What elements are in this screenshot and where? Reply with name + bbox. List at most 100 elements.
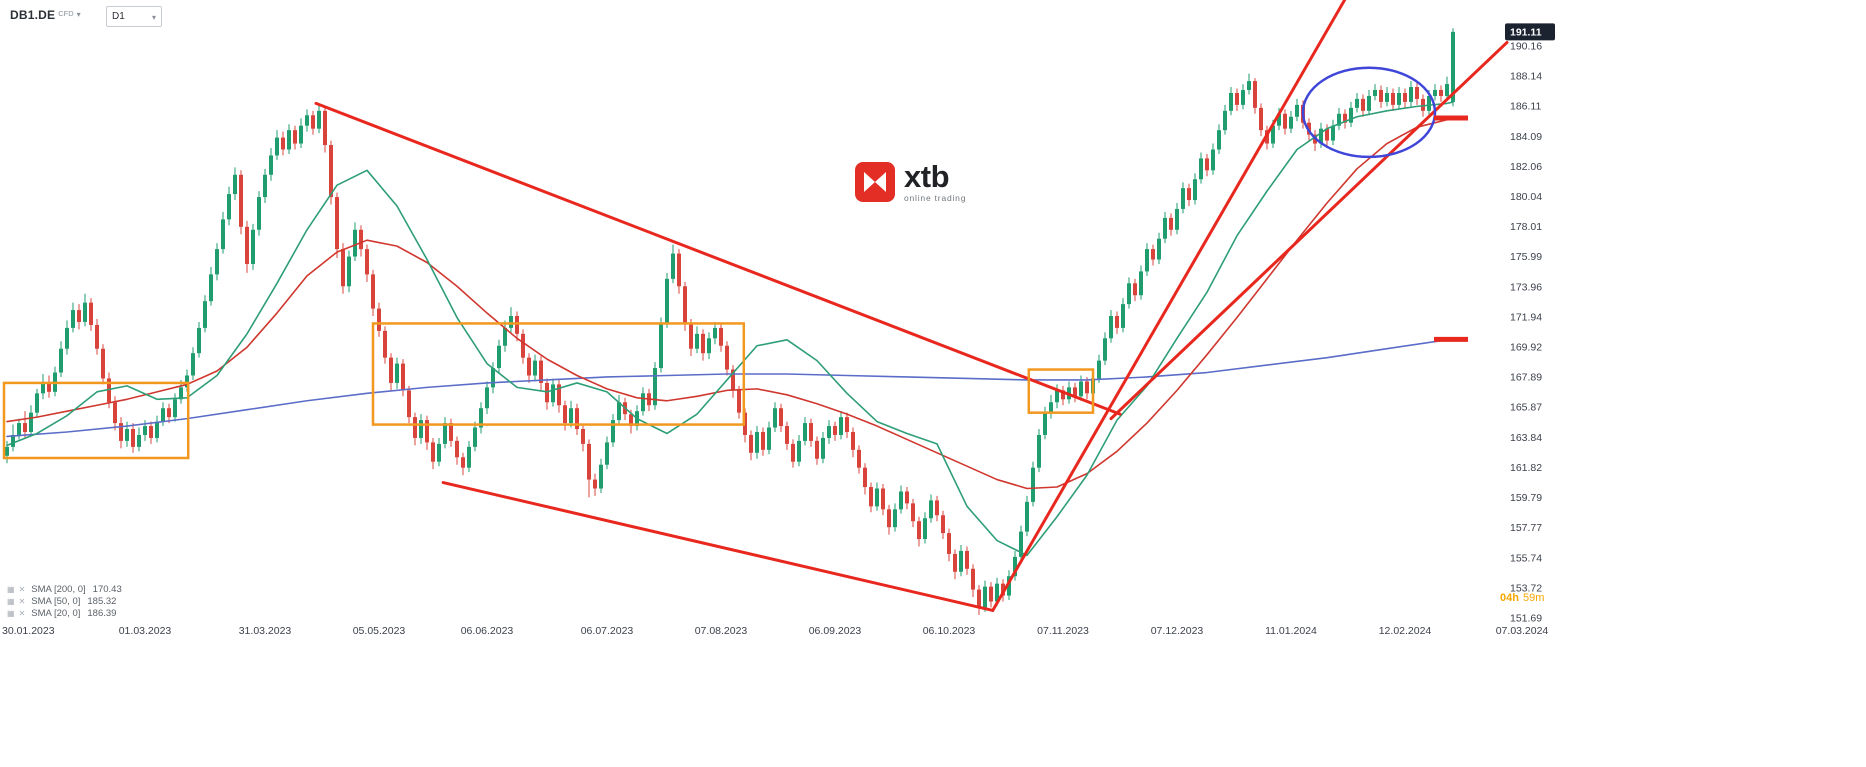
candle: [1073, 382, 1077, 403]
candle: [857, 445, 861, 474]
date-axis-label: 31.03.2023: [239, 625, 292, 637]
candle: [1409, 81, 1413, 107]
indicator-remove-icon[interactable]: ✕: [18, 584, 26, 594]
candle: [491, 362, 495, 394]
candle: [1181, 182, 1185, 214]
indicator-remove-icon[interactable]: ✕: [18, 608, 26, 618]
candle: [1163, 211, 1167, 244]
candle: [371, 269, 375, 317]
candle: [497, 339, 501, 375]
candle: [803, 417, 807, 446]
candle: [641, 387, 645, 416]
indicator-row-sma50: ▦ ✕ SMA [50, 0] 185.32: [7, 595, 122, 607]
candle: [407, 385, 411, 424]
candle: [479, 402, 483, 434]
candle: [917, 516, 921, 547]
candle: [515, 311, 519, 342]
candle: [203, 295, 207, 333]
candle: [929, 494, 933, 523]
candle: [935, 495, 939, 522]
candle: [809, 418, 813, 447]
price-axis-label: 163.84: [1510, 432, 1542, 444]
indicator-label: SMA [20, 0]: [31, 607, 81, 619]
candle: [653, 362, 657, 410]
candle: [1217, 124, 1221, 154]
candle: [257, 191, 261, 236]
candle: [23, 411, 27, 438]
date-axis-label: 07.08.2023: [695, 625, 748, 637]
candle: [593, 473, 597, 496]
indicator-row-sma20: ▦ ✕ SMA [20, 0] 186.39: [7, 607, 122, 619]
candle: [905, 487, 909, 510]
candle: [965, 546, 969, 575]
candle: [239, 170, 243, 235]
indicator-settings-icon[interactable]: ▦: [7, 608, 15, 618]
price-axis-label: 161.82: [1510, 462, 1542, 474]
timeframe-selector[interactable]: D1 ▾: [106, 6, 162, 27]
date-axis-label: 06.10.2023: [923, 625, 976, 637]
candle: [443, 417, 447, 449]
candle: [581, 424, 585, 452]
price-axis-label: 175.99: [1510, 251, 1542, 263]
brand-name: xtb: [904, 159, 950, 194]
candle: [1379, 85, 1383, 108]
candle: [83, 293, 87, 327]
candle: [1049, 394, 1053, 419]
indicator-settings-icon[interactable]: ▦: [7, 596, 15, 606]
candle: [359, 225, 363, 257]
candle: [1337, 107, 1341, 131]
candle: [983, 580, 987, 612]
candle: [1391, 88, 1395, 111]
highlight-box[interactable]: [1027, 368, 1095, 414]
candle: [467, 440, 471, 473]
candle: [53, 366, 57, 397]
indicator-value: 170.43: [92, 583, 122, 595]
trendline[interactable]: [1109, 40, 1509, 421]
candle: [551, 378, 555, 407]
trendline[interactable]: [314, 101, 1122, 416]
candle: [47, 375, 51, 398]
candle: [293, 125, 297, 150]
candle: [557, 379, 561, 413]
candle: [689, 318, 693, 357]
candle: [1127, 277, 1131, 309]
candle: [749, 430, 753, 461]
candle: [1103, 332, 1107, 366]
candle: [1247, 73, 1251, 95]
xtb-logo-icon: [855, 162, 895, 202]
candle: [731, 365, 735, 398]
consolidation-ellipse[interactable]: [1301, 66, 1437, 159]
highlight-box[interactable]: [2, 381, 190, 460]
candle: [1373, 84, 1377, 101]
candle: [575, 403, 579, 435]
candle: [449, 418, 453, 447]
time-axis[interactable]: [0, 622, 1560, 644]
highlight-box[interactable]: [371, 322, 746, 426]
candle: [1367, 90, 1371, 116]
price-axis-label: 180.04: [1510, 191, 1542, 203]
candle: [833, 421, 837, 441]
indicator-settings-icon[interactable]: ▦: [7, 584, 15, 594]
trendline[interactable]: [991, 0, 1347, 612]
candle: [485, 381, 489, 415]
countdown-hours: 04h: [1500, 592, 1519, 604]
candle: [755, 426, 759, 459]
candle: [383, 326, 387, 364]
candle: [473, 421, 477, 452]
candle: [1061, 385, 1065, 406]
candle: [131, 423, 135, 453]
date-axis-label: 30.01.2023: [2, 625, 55, 637]
date-axis-label: 11.01.2024: [1265, 625, 1317, 637]
trendline[interactable]: [441, 481, 995, 612]
candle: [1355, 92, 1359, 113]
candle: [845, 412, 849, 438]
date-axis-label: 05.05.2023: [353, 625, 406, 637]
candle: [815, 436, 819, 465]
symbol-selector[interactable]: DB1.DE CFD ▾: [10, 8, 81, 22]
candle: [1139, 265, 1143, 300]
candle: [401, 359, 405, 397]
indicator-remove-icon[interactable]: ✕: [18, 596, 26, 606]
sma-50-line: [6, 117, 1454, 490]
candle: [1019, 525, 1023, 562]
